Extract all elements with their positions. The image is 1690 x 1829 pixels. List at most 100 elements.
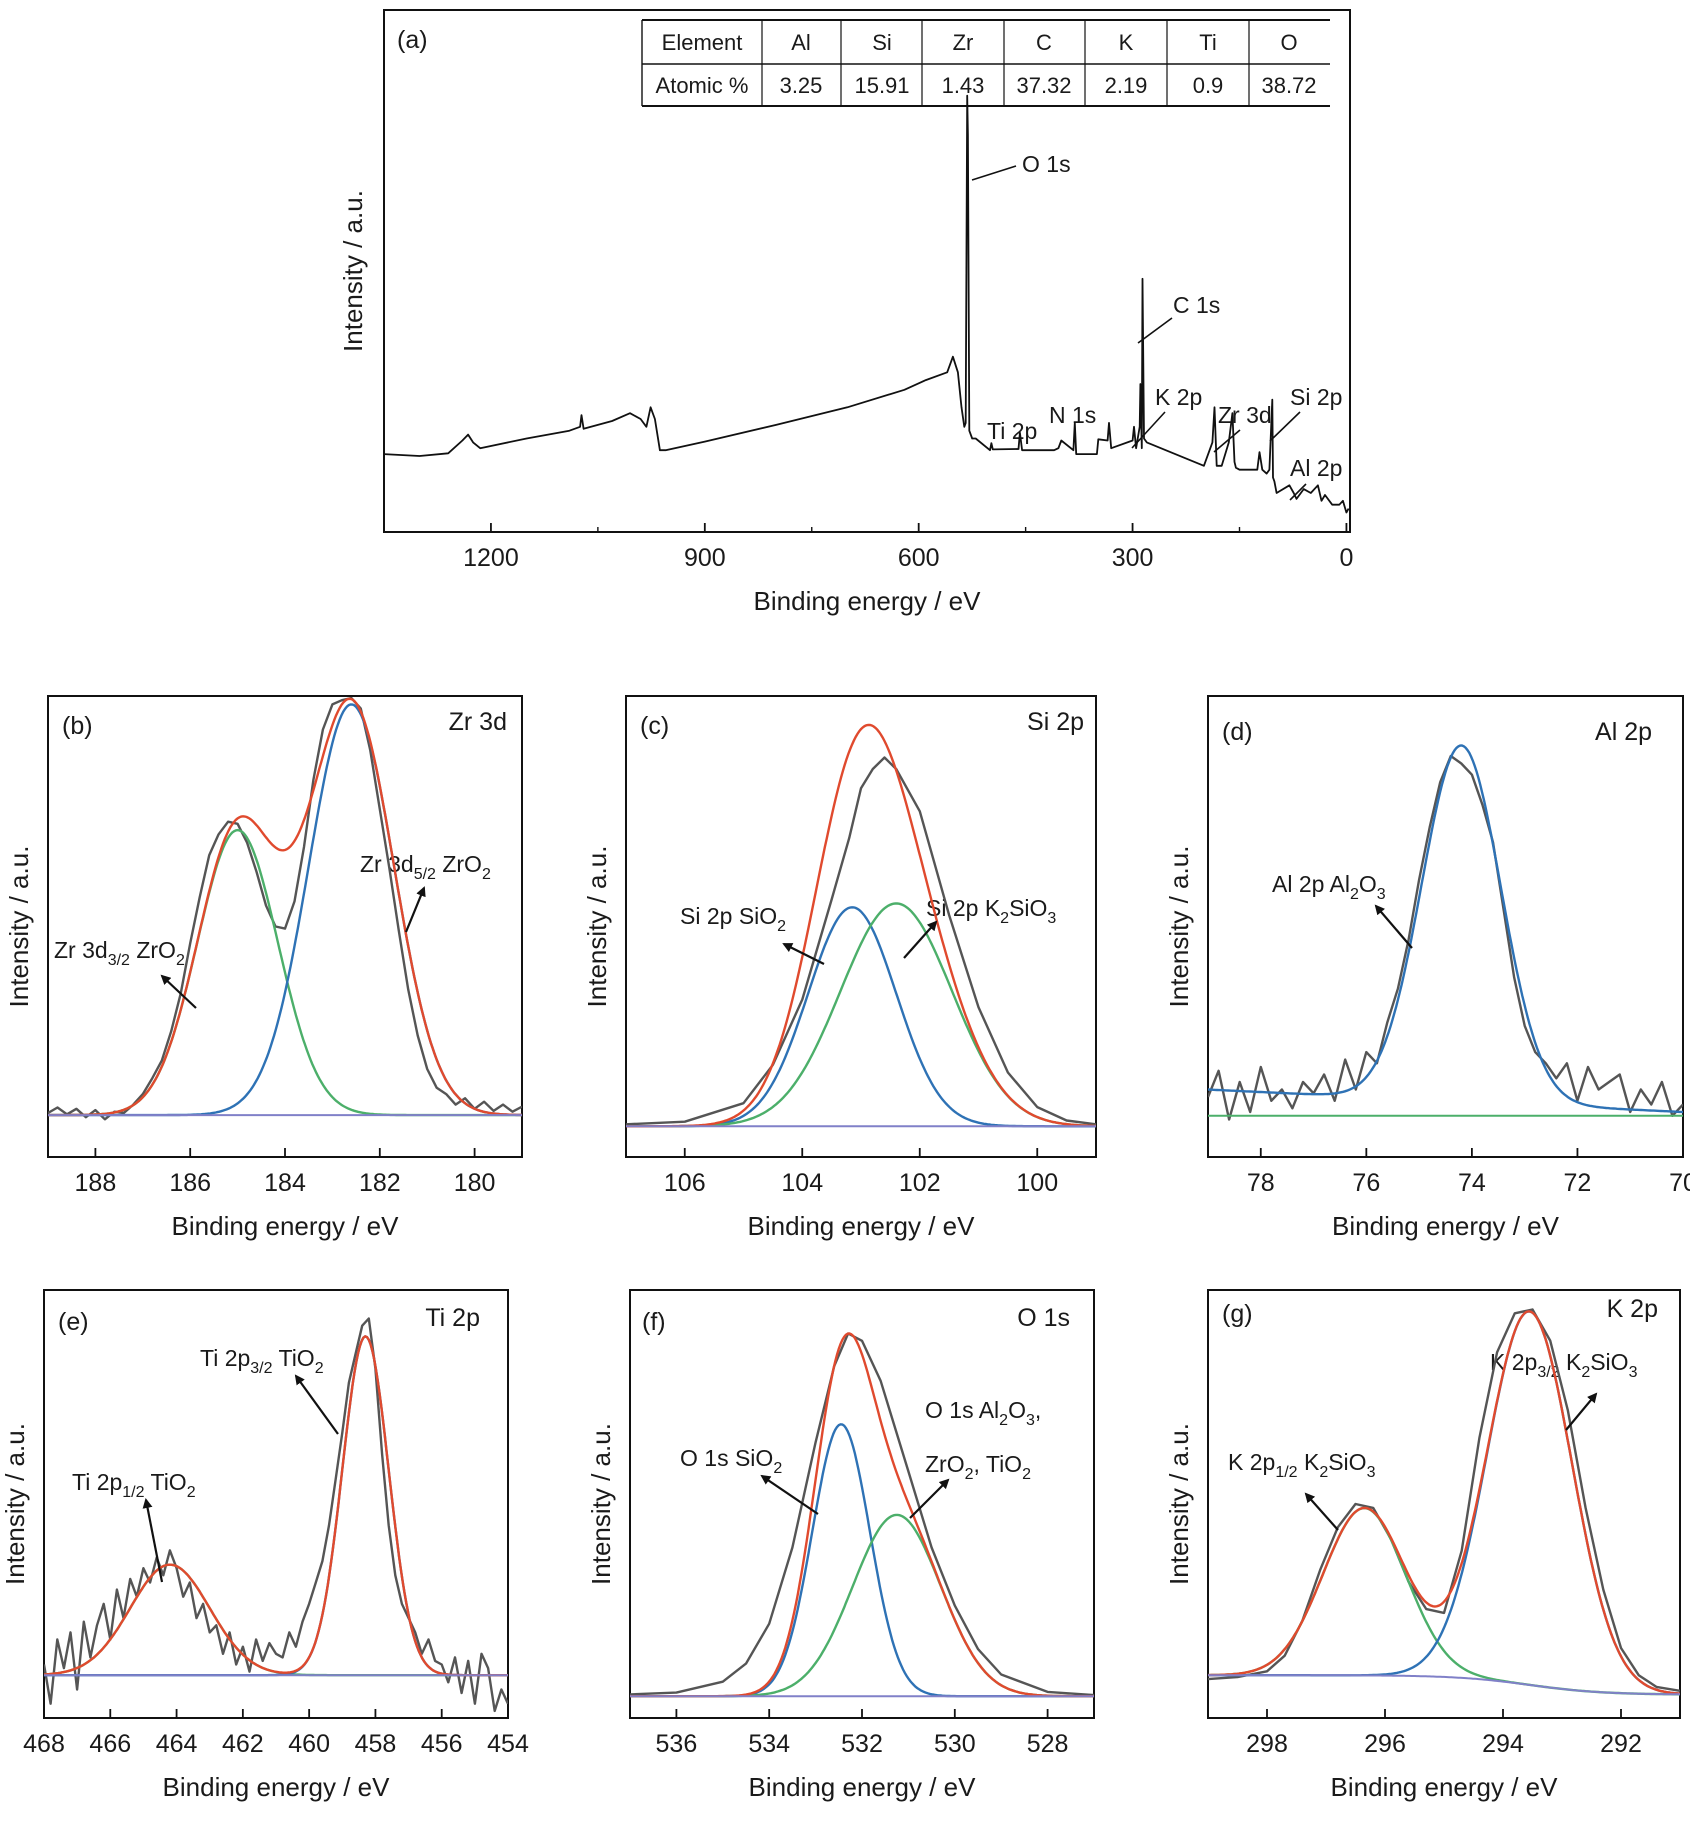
- annotation-arrow: [760, 1474, 819, 1515]
- x-axis-title: Binding energy / eV: [1332, 1211, 1560, 1241]
- panel-f-title: O 1s: [1017, 1304, 1070, 1332]
- plot-6: 298 296 294 292 Binding energy / eV Intensity…: [1164, 1289, 1681, 1802]
- panel-g-tag: (g): [1222, 1300, 1253, 1328]
- y-axis-title: Intensity / a.u.: [4, 846, 34, 1008]
- panel-a: (a) Element Al Si Zr C K Ti O Atomic % 3…: [397, 19, 1342, 501]
- x-tick-label: 530: [934, 1730, 976, 1758]
- raw-spectrum: [626, 756, 1096, 1126]
- x-tick-label: 188: [75, 1169, 117, 1197]
- x-tick-label: 528: [1027, 1730, 1069, 1758]
- x-tick-label: 70: [1669, 1169, 1690, 1197]
- x-tick-label: 184: [264, 1169, 306, 1197]
- panel-d-tag: (d): [1222, 718, 1253, 746]
- label-k2p32: K 2p3/2 K2SiO3: [1490, 1349, 1638, 1381]
- table-h3: Zr: [953, 30, 974, 55]
- plot-curves: [1208, 1308, 1680, 1696]
- table-h1: Al: [791, 30, 811, 55]
- plot-2: 106 104 102 100 Binding energy / eV Intensity…: [582, 695, 1097, 1241]
- x-tick-label: 534: [748, 1730, 790, 1758]
- x-tick-label: 300: [1112, 544, 1154, 572]
- table-r3: 1.43: [942, 73, 985, 98]
- panel-b: (b) Zr 3d Zr 3d3/2 ZrO2 Zr 3d5/2 ZrO2: [54, 708, 507, 969]
- y-axis-title: Intensity / a.u.: [586, 1423, 616, 1585]
- x-tick-label: 0: [1339, 544, 1353, 572]
- x-tick-label: 72: [1564, 1169, 1592, 1197]
- panel-d: (d) Al 2p Al 2p Al2O3: [1222, 718, 1652, 903]
- panel-a-tag: (a): [397, 26, 428, 54]
- label-zr3d52-b: ZrO: [436, 851, 482, 877]
- annotation-arrow: [160, 974, 197, 1009]
- table-r5: 2.19: [1105, 73, 1148, 98]
- label-o1s-mixed-2: ZrO2, TiO2: [925, 1451, 1031, 1483]
- leader-si2p: [1269, 411, 1301, 442]
- panel-e-title: Ti 2p: [425, 1304, 480, 1332]
- raw-spectrum: [44, 1317, 508, 1713]
- panel-f: (f) O 1s O 1s SiO2 O 1s Al2O3, ZrO2, TiO…: [642, 1304, 1070, 1483]
- x-tick-label: 600: [898, 544, 940, 572]
- label-si2p-sio2: Si 2p SiO2: [680, 903, 786, 935]
- x-tick-label: 78: [1247, 1169, 1275, 1197]
- annotation-arrow: [142, 1498, 164, 1583]
- panel-b-tag: (b): [62, 712, 93, 740]
- plot-frame: [1207, 695, 1684, 1158]
- fit-envelope: [630, 1332, 1094, 1698]
- x-tick-label: 466: [89, 1730, 131, 1758]
- annotation-arrow: [294, 1374, 339, 1435]
- label-zr3d52-sub2: 2: [482, 866, 491, 883]
- y-axis-title: Intensity / a.u.: [1164, 846, 1194, 1008]
- x-axis-title: Binding energy / eV: [1331, 1772, 1559, 1802]
- fit-component: [630, 1513, 1094, 1698]
- label-si2p: Si 2p: [1290, 384, 1342, 410]
- label-o1s-sio2: O 1s SiO2: [680, 1445, 782, 1477]
- label-c1s: C 1s: [1173, 292, 1220, 318]
- plot-curves: [44, 1317, 508, 1713]
- plot-5: 536 534 532 530 528 Binding energy / eV Intens…: [586, 1289, 1095, 1802]
- annotation-arrow: [1374, 904, 1413, 949]
- raw-spectrum: [630, 1332, 1094, 1697]
- fit-background: [1208, 1674, 1680, 1696]
- fit-envelope: [1208, 1310, 1680, 1695]
- panel-e: (e) Ti 2p Ti 2p1/2 TiO2 Ti 2p3/2 TiO2: [58, 1304, 480, 1501]
- panel-c-tag: (c): [640, 712, 669, 740]
- fit-component: [1208, 744, 1683, 1114]
- x-tick-label: 532: [841, 1730, 883, 1758]
- label-zr3d32-sub2: 2: [176, 952, 185, 969]
- table-h4: C: [1036, 30, 1052, 55]
- x-tick-label: 106: [664, 1169, 706, 1197]
- panel-g-title: K 2p: [1607, 1295, 1658, 1323]
- x-tick-label: 102: [899, 1169, 941, 1197]
- table-h7: O: [1280, 30, 1297, 55]
- plot-3: 78 76 74 72 70 Binding energy / eV Intensity /…: [1164, 695, 1690, 1241]
- raw-spectrum: [48, 696, 522, 1121]
- label-zr3d52: Zr 3d5/2 ZrO2: [360, 851, 491, 883]
- table-col-dividers: [761, 20, 1250, 106]
- x-tick-label: 74: [1458, 1169, 1486, 1197]
- x-tick-label: 454: [487, 1730, 529, 1758]
- table-r6: 0.9: [1193, 73, 1224, 98]
- fit-envelope: [48, 697, 522, 1117]
- annotation-arrow: [903, 920, 938, 959]
- label-al2p-al2o3: Al 2p Al2O3: [1272, 871, 1386, 903]
- svg-text:Zr 3d5/2 ZrO2: Zr 3d5/2 ZrO2: [360, 851, 491, 883]
- x-tick-label: 296: [1364, 1730, 1406, 1758]
- x-tick-label: 462: [222, 1730, 264, 1758]
- y-axis-title: Intensity / a.u.: [0, 1423, 30, 1585]
- label-zr3d32-b: ZrO: [130, 937, 176, 963]
- table-h5: K: [1119, 30, 1134, 55]
- fit-component: [44, 1335, 508, 1677]
- x-tick-label: 104: [781, 1169, 823, 1197]
- x-axis-title: Binding energy / eV: [754, 586, 982, 616]
- plot-frame: [43, 1289, 509, 1719]
- x-axis-title: Binding energy / eV: [749, 1772, 977, 1802]
- svg-text:Zr 3d3/2 ZrO2: Zr 3d3/2 ZrO2: [54, 937, 185, 969]
- table-h0: Element: [662, 30, 743, 55]
- x-axis-title: Binding energy / eV: [163, 1772, 391, 1802]
- fit-envelope: [626, 723, 1096, 1128]
- label-zr3d32-a: Zr 3d: [54, 937, 108, 963]
- table-h2: Si: [872, 30, 892, 55]
- x-tick-label: 456: [421, 1730, 463, 1758]
- label-zr3d: Zr 3d: [1218, 402, 1272, 428]
- label-k2p: K 2p: [1155, 384, 1202, 410]
- plot-frame: [625, 695, 1097, 1158]
- y-axis-title: Intensity / a.u.: [582, 846, 612, 1008]
